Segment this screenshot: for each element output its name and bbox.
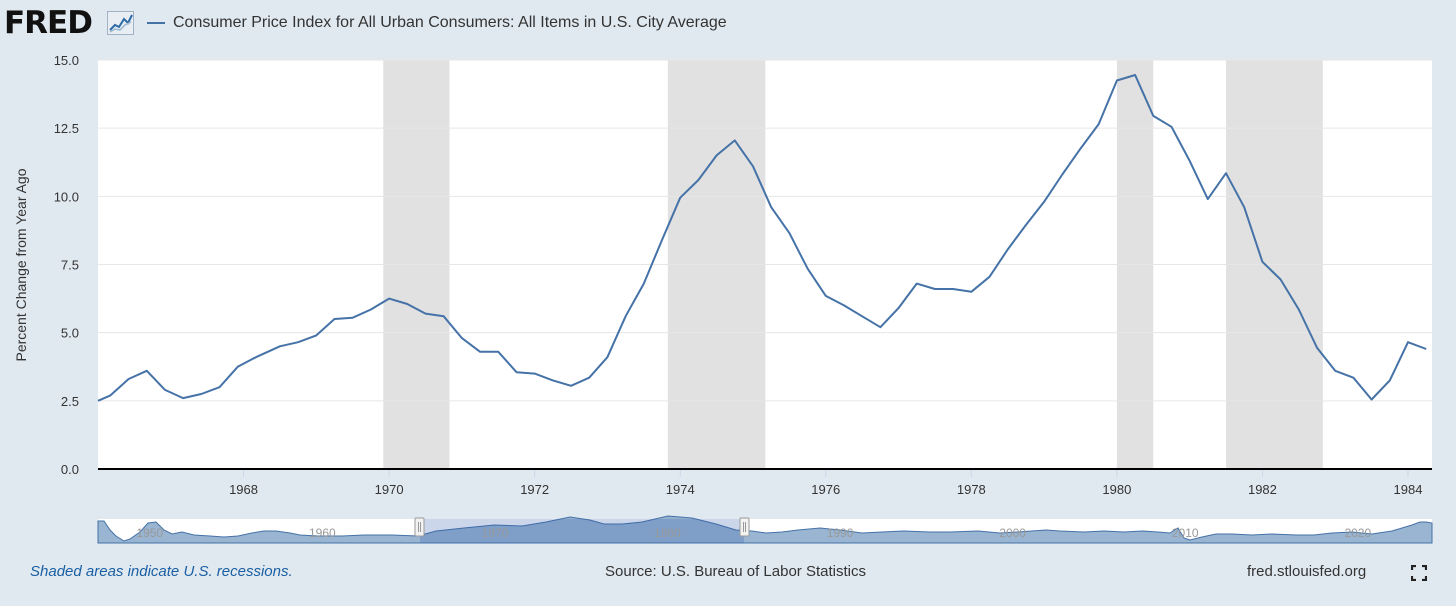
- y-tick-labels: 0.0 2.5 5.0 7.5 10.0 12.5 15.0: [54, 53, 79, 477]
- navigator-tick-labels: 1950 1960 1970 1980 1990 2000 2010 2020: [136, 526, 1371, 540]
- x-tick-labels: 1968 1970 1972 1974 1976 1978 1980 1982 1984: [229, 469, 1422, 497]
- navigator-selected-range[interactable]: [420, 519, 744, 543]
- y-tick-label: 15.0: [54, 53, 79, 68]
- x-tick-label: 1974: [666, 482, 695, 497]
- legend-label[interactable]: Consumer Price Index for All Urban Consu…: [173, 14, 727, 31]
- navigator-tick-label: 1970: [482, 526, 509, 540]
- legend-swatch: [147, 22, 165, 24]
- x-tick-label: 1984: [1394, 482, 1423, 497]
- navigator-right-handle[interactable]: [739, 517, 750, 537]
- y-tick-label: 2.5: [61, 394, 79, 409]
- x-tick-label: 1980: [1102, 482, 1131, 497]
- x-tick-label: 1976: [811, 482, 840, 497]
- navigator-tick-label: 2010: [1172, 526, 1199, 540]
- navigator-series-area: [97, 515, 1433, 544]
- x-tick-label: 1972: [520, 482, 549, 497]
- navigator-tick-label: 1960: [309, 526, 336, 540]
- fullscreen-icon[interactable]: [1411, 565, 1427, 581]
- range-navigator[interactable]: 1950 1960 1970 1980 1990 2000 2010 2020: [97, 515, 1433, 544]
- fred-logo[interactable]: FRED: [4, 5, 93, 41]
- x-tick-label: 1978: [957, 482, 986, 497]
- navigator-left-handle[interactable]: [414, 517, 425, 537]
- y-tick-label: 10.0: [54, 189, 79, 204]
- fred-logo-chart-icon: [107, 11, 134, 35]
- x-tick-label: 1968: [229, 482, 258, 497]
- y-tick-label: 5.0: [61, 326, 79, 341]
- x-tick-label: 1970: [375, 482, 404, 497]
- recession-note: Shaded areas indicate U.S. recessions.: [30, 563, 293, 580]
- navigator-tick-label: 1980: [654, 526, 681, 540]
- navigator-tick-label: 1950: [136, 526, 163, 540]
- series-line-0[interactable]: [97, 74, 1427, 402]
- x-tick-label: 1982: [1248, 482, 1277, 497]
- navigator-tick-label: 1990: [827, 526, 854, 540]
- y-tick-label: 7.5: [61, 258, 79, 273]
- series-lines: [97, 74, 1427, 402]
- navigator-tick-label: 2000: [999, 526, 1026, 540]
- y-axis-title: Percent Change from Year Ago: [13, 168, 29, 362]
- y-tick-label: 12.5: [54, 121, 79, 136]
- navigator-tick-label: 2020: [1344, 526, 1371, 540]
- fred-site-link[interactable]: fred.stlouisfed.org: [1247, 563, 1367, 580]
- source-text: Source: U.S. Bureau of Labor Statistics: [605, 563, 866, 580]
- chart-header: FRED Consumer Price Index for All Urban …: [0, 0, 1456, 48]
- y-tick-label: 0.0: [61, 462, 79, 477]
